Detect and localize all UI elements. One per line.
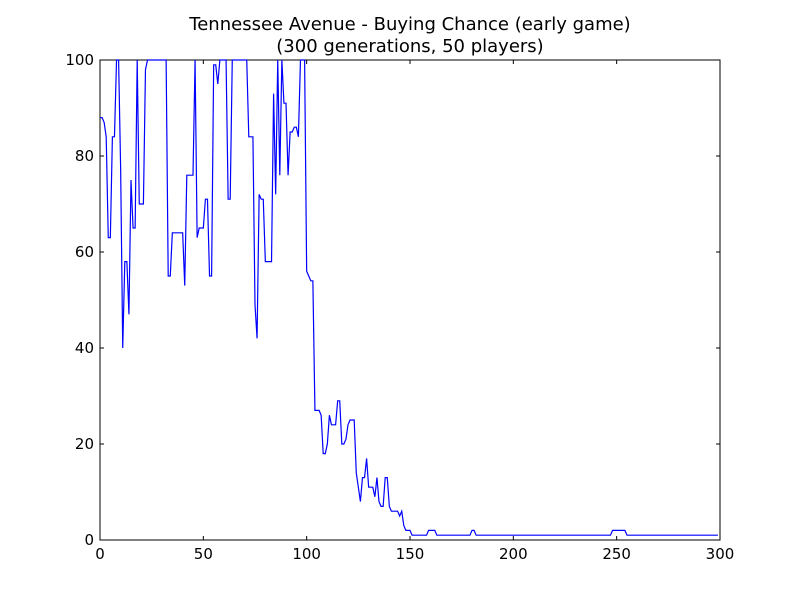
- x-tick-label: 0: [95, 545, 105, 563]
- plot-frame: [99, 59, 721, 541]
- y-tick-label: 40: [75, 339, 94, 357]
- x-tick-label: 50: [194, 545, 213, 563]
- x-tick-label: 300: [706, 545, 735, 563]
- data-line: [100, 59, 718, 536]
- x-tick-label: 100: [292, 545, 321, 563]
- y-tick-label: 60: [75, 243, 94, 261]
- x-tick-label: 150: [396, 545, 425, 563]
- y-tick-label: 0: [84, 531, 94, 549]
- y-tick-label: 100: [65, 51, 94, 69]
- chart-subtitle: (300 generations, 50 players): [276, 36, 543, 57]
- y-tick-label: 80: [75, 147, 94, 165]
- y-tick-label: 20: [75, 435, 94, 453]
- x-tick-label: 200: [499, 545, 528, 563]
- chart-title: Tennessee Avenue - Buying Chance (early …: [188, 14, 630, 35]
- x-tick-label: 250: [602, 545, 631, 563]
